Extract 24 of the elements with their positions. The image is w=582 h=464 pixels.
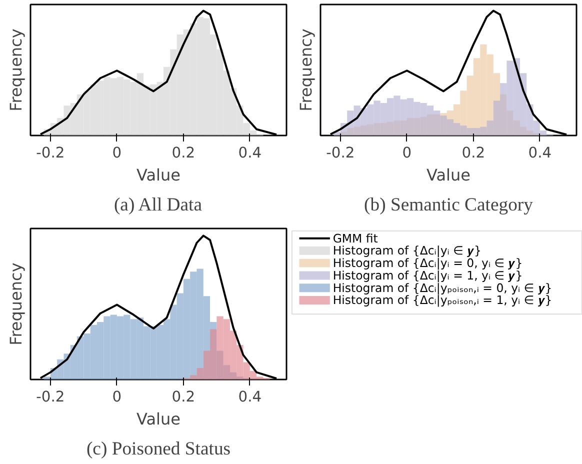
text: (a) All Data (114, 194, 203, 216)
x-tick-label: 0.4 (238, 388, 262, 406)
x-tick-label: -0.2 (36, 388, 65, 406)
x-tick-label: -0.2 (326, 144, 355, 162)
x-tick-label: 0.2 (172, 388, 196, 406)
x-tick-label: 0.4 (528, 144, 552, 162)
x-tick-label: 0 (402, 144, 412, 162)
x-tick-label: -0.2 (36, 144, 65, 162)
x-tick-label: 0.2 (462, 144, 486, 162)
y-axis-title: Frequency (6, 262, 26, 346)
text: (b) Semantic Category (364, 194, 534, 216)
x-axis-title: Value (136, 410, 180, 428)
x-tick-label: 0.4 (238, 144, 262, 162)
legend-label: Histogram of {Δcᵢ|yᵢ = 0, yᵢ ∈ 𝒚} (332, 256, 523, 270)
x-tick-label: 0 (112, 144, 122, 162)
y-axis-title: Frequency (6, 28, 26, 112)
x-axis-title: Value (426, 166, 470, 184)
y-axis-title: Frequency (296, 28, 316, 112)
x-tick-label: 0 (112, 388, 122, 406)
text: (c) Poisoned Status (86, 438, 231, 460)
legend-label: Histogram of {Δcᵢ|yᵢ ∈ 𝒚} (332, 244, 482, 258)
x-tick-label: 0.2 (172, 144, 196, 162)
x-axis-title: Value (136, 166, 180, 184)
legend-label: GMM fit (332, 231, 378, 246)
